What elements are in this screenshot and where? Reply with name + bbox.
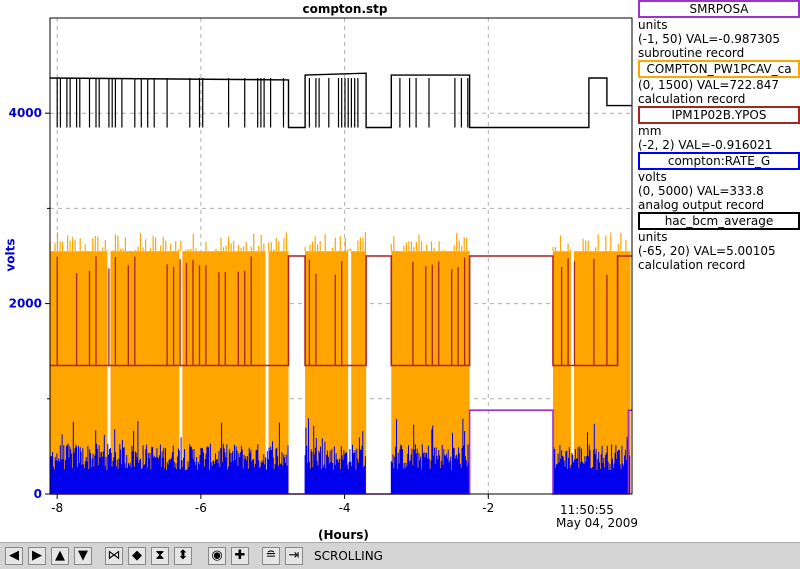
legend-record: calculation record [638, 92, 746, 106]
scroll-toggle-icon: ⇥ [288, 548, 300, 563]
legend-item-ipm1p02b[interactable]: IPM1P02B.YPOS mm (-2, 2) VAL=-0.916021 [638, 106, 800, 152]
black-dropouts [56, 77, 469, 128]
down-arrow-icon: ▼ [78, 548, 88, 563]
legend-name[interactable]: hac_bcm_average [638, 212, 800, 230]
legend-name[interactable]: SMRPOSA [638, 0, 800, 18]
legend-range-val: (-65, 20) VAL=5.00105 [638, 244, 776, 258]
x-tick-label: -2 [482, 501, 494, 515]
up-arrow-icon: ▲ [55, 548, 65, 563]
orange-peaks [390, 233, 470, 261]
legend-range-val: (-2, 2) VAL=-0.916021 [638, 138, 773, 152]
zoom-out-vertical-button[interactable]: ⬍ [174, 547, 192, 565]
legend-units: volts [638, 170, 667, 184]
legend-item-compton-pw1pcav[interactable]: COMPTON_PW1PCAV_ca (0, 1500) VAL=722.847… [638, 60, 800, 106]
zoom-in-vertical-icon: ⧗ [155, 548, 165, 563]
legend-item-hac-bcm-average[interactable]: hac_bcm_average units (-65, 20) VAL=5.00… [638, 212, 800, 272]
reset-button[interactable]: ✚ [231, 547, 249, 565]
up-arrow-button[interactable]: ▲ [51, 547, 69, 565]
plot-frame [49, 17, 633, 495]
zoom-in-vertical-button[interactable]: ⧗ [151, 547, 169, 565]
auto-scale-button[interactable]: ◉ [208, 547, 226, 565]
x-axis-label: (Hours) [318, 528, 369, 542]
zoom-out-horizontal-icon: ◆ [132, 548, 142, 563]
blue-noise [304, 418, 366, 494]
orange-gap [348, 251, 352, 494]
auto-scale-icon: ◉ [211, 548, 223, 563]
red-trace [50, 255, 632, 367]
legend-item-smrposa[interactable]: SMRPOSA units (-1, 50) VAL=-0.987305 sub… [638, 0, 800, 60]
series-hac-bcm-average [49, 72, 632, 129]
x-tick-label: -8 [51, 501, 63, 515]
legend-range-val: (-1, 50) VAL=-0.987305 [638, 32, 781, 46]
y-tick-label: 4000 [9, 106, 42, 120]
legend-units: units [638, 230, 668, 244]
right-arrow-icon: ▶ [32, 548, 42, 563]
zoom-out-vertical-icon: ⬍ [177, 548, 189, 563]
scroll-status: SCROLLING [314, 549, 383, 563]
legend-range-val: (0, 1500) VAL=722.847 [638, 78, 779, 92]
scroll-toggle-button[interactable]: ⇥ [285, 547, 303, 565]
orange-gap [570, 251, 574, 494]
chart-title: compton.stp [302, 2, 388, 16]
black-trace [49, 72, 632, 129]
right-arrow-button[interactable]: ▶ [28, 547, 46, 565]
orange-gap [179, 251, 183, 494]
legend-range-val: (0, 5000) VAL=333.8 [638, 184, 764, 198]
legend-item-compton-rate-g[interactable]: compton:RATE_G volts (0, 5000) VAL=333.8… [638, 152, 800, 212]
legend-name[interactable]: COMPTON_PW1PCAV_ca [638, 60, 800, 78]
y-tick-label: 2000 [9, 297, 42, 311]
series-smrposa [50, 409, 632, 495]
legend-record: subroutine record [638, 46, 745, 60]
legend-name[interactable]: compton:RATE_G [638, 152, 800, 170]
orange-gap [265, 251, 269, 494]
series-ipm1p02b-ypos [50, 255, 632, 367]
x-tick-label: -4 [339, 501, 351, 515]
end-date-label: May 04, 2009 [556, 516, 639, 530]
toolbar: SCROLLING ◀ ▶ ▲ ▼ ⋈ ◆ ⧗ ⬍ ◉ ✚ ≘ ⇥ [0, 542, 800, 569]
reset-icon: ✚ [234, 548, 246, 563]
config-icon: ≘ [265, 548, 277, 563]
legend-name[interactable]: IPM1P02B.YPOS [638, 106, 800, 124]
red-spikes [56, 256, 608, 366]
legend-record: analog output record [638, 198, 765, 212]
config-button[interactable]: ≘ [262, 547, 280, 565]
down-arrow-button[interactable]: ▼ [74, 547, 92, 565]
legend-units: mm [638, 124, 662, 138]
y-tick-label: 0 [34, 487, 42, 501]
legend-units: units [638, 18, 668, 32]
zoom-in-horizontal-button[interactable]: ⋈ [105, 547, 123, 565]
orange-peaks [304, 232, 366, 261]
legend: SMRPOSA units (-1, 50) VAL=-0.987305 sub… [638, 0, 800, 272]
orange-gap [107, 251, 111, 494]
zoom-in-horizontal-icon: ⋈ [107, 548, 121, 563]
x-tick-label: -6 [195, 501, 207, 515]
orange-band [391, 251, 470, 494]
blue-noise [390, 418, 470, 494]
legend-record: calculation record [638, 258, 746, 272]
left-arrow-button[interactable]: ◀ [5, 547, 23, 565]
left-arrow-icon: ◀ [9, 548, 19, 563]
orange-peaks [552, 232, 629, 261]
series-compton-pw1pcav [49, 232, 631, 494]
chart-svg: -8 -6 -4 -2 0 2000 4000 [9, 17, 633, 515]
zoom-out-horizontal-button[interactable]: ◆ [128, 547, 146, 565]
y-axis-label: volts [3, 238, 18, 272]
end-time-label: 11:50:55 [560, 503, 614, 517]
